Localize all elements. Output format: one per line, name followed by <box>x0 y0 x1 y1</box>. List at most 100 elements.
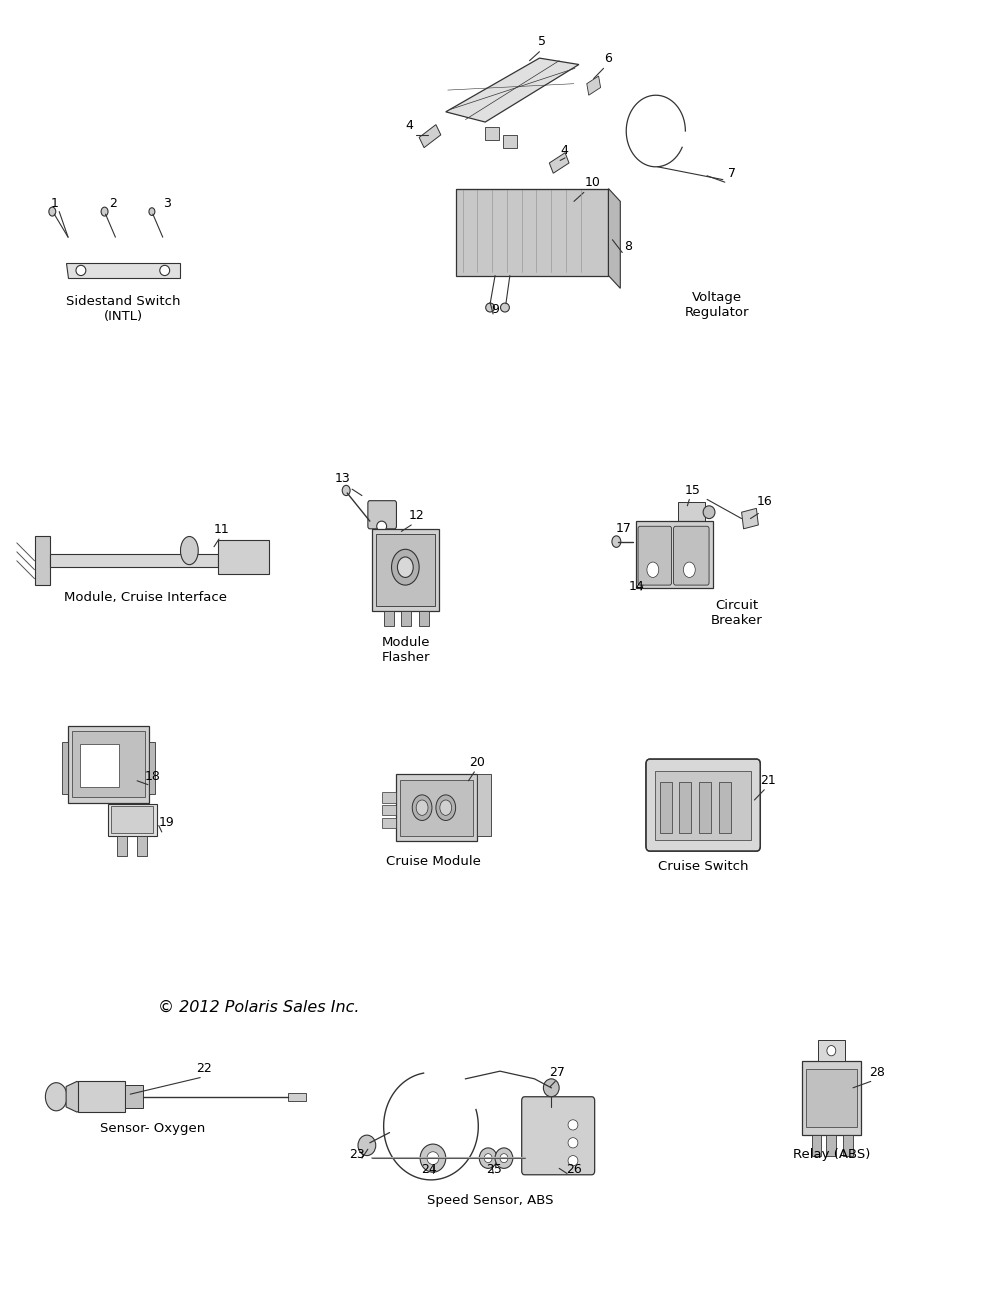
Text: 1: 1 <box>50 198 58 211</box>
FancyBboxPatch shape <box>678 502 705 525</box>
FancyBboxPatch shape <box>372 529 439 610</box>
FancyBboxPatch shape <box>419 610 429 626</box>
Ellipse shape <box>377 521 387 531</box>
Polygon shape <box>419 124 441 147</box>
FancyBboxPatch shape <box>679 782 691 833</box>
FancyBboxPatch shape <box>802 1062 861 1135</box>
Text: 19: 19 <box>159 816 175 829</box>
Text: 11: 11 <box>214 524 230 537</box>
Text: © 2012 Polaris Sales Inc.: © 2012 Polaris Sales Inc. <box>158 999 359 1015</box>
Text: 20: 20 <box>469 756 485 769</box>
Polygon shape <box>549 153 569 173</box>
Text: Voltage
Regulator: Voltage Regulator <box>685 291 749 319</box>
Ellipse shape <box>420 1144 446 1173</box>
Ellipse shape <box>568 1120 578 1130</box>
Ellipse shape <box>76 265 86 275</box>
Text: Sensor- Oxygen: Sensor- Oxygen <box>100 1122 206 1135</box>
Text: 23: 23 <box>349 1148 365 1161</box>
Text: 5: 5 <box>538 35 546 48</box>
Ellipse shape <box>495 1148 513 1169</box>
FancyBboxPatch shape <box>806 1068 857 1127</box>
FancyBboxPatch shape <box>812 1135 821 1156</box>
Text: 26: 26 <box>566 1162 582 1177</box>
Ellipse shape <box>683 562 695 578</box>
Ellipse shape <box>342 485 350 495</box>
Ellipse shape <box>49 207 56 216</box>
FancyBboxPatch shape <box>108 804 157 835</box>
Ellipse shape <box>149 208 155 216</box>
Polygon shape <box>66 1081 88 1112</box>
FancyBboxPatch shape <box>288 1093 306 1100</box>
Text: Module, Cruise Interface: Module, Cruise Interface <box>64 591 227 605</box>
Polygon shape <box>559 194 574 212</box>
Ellipse shape <box>827 1046 836 1056</box>
FancyBboxPatch shape <box>396 775 477 840</box>
FancyBboxPatch shape <box>80 743 119 787</box>
Text: 21: 21 <box>760 775 776 787</box>
Ellipse shape <box>101 207 108 216</box>
Text: 7: 7 <box>728 167 736 180</box>
FancyBboxPatch shape <box>50 555 218 568</box>
Polygon shape <box>608 189 620 288</box>
Text: 4: 4 <box>405 119 413 132</box>
Ellipse shape <box>500 1153 508 1162</box>
Ellipse shape <box>397 557 413 578</box>
FancyBboxPatch shape <box>382 818 396 828</box>
FancyBboxPatch shape <box>674 526 709 586</box>
FancyBboxPatch shape <box>660 782 672 833</box>
FancyBboxPatch shape <box>376 534 435 605</box>
Text: 14: 14 <box>628 579 644 592</box>
Text: 3: 3 <box>163 198 171 211</box>
Text: 25: 25 <box>486 1162 502 1177</box>
FancyBboxPatch shape <box>638 526 672 586</box>
Text: 8: 8 <box>624 239 632 252</box>
Ellipse shape <box>486 303 495 312</box>
FancyBboxPatch shape <box>117 835 127 856</box>
FancyBboxPatch shape <box>78 1081 125 1112</box>
Text: 4: 4 <box>560 144 568 156</box>
Text: 12: 12 <box>408 509 424 522</box>
Text: Cruise Switch: Cruise Switch <box>658 860 748 873</box>
Text: Circuit
Breaker: Circuit Breaker <box>711 599 763 627</box>
Ellipse shape <box>647 562 659 578</box>
Ellipse shape <box>45 1082 67 1111</box>
Polygon shape <box>485 127 499 140</box>
FancyBboxPatch shape <box>68 725 149 803</box>
Polygon shape <box>587 76 601 96</box>
Text: 28: 28 <box>869 1065 885 1078</box>
FancyBboxPatch shape <box>522 1096 595 1175</box>
Ellipse shape <box>612 535 621 547</box>
FancyBboxPatch shape <box>655 771 751 839</box>
Text: 10: 10 <box>585 176 601 189</box>
Ellipse shape <box>436 795 456 821</box>
FancyBboxPatch shape <box>636 521 713 587</box>
FancyBboxPatch shape <box>818 1041 845 1062</box>
Ellipse shape <box>440 800 452 816</box>
Text: 13: 13 <box>334 472 350 485</box>
FancyBboxPatch shape <box>719 782 731 833</box>
Polygon shape <box>66 262 180 278</box>
Ellipse shape <box>500 303 509 312</box>
FancyBboxPatch shape <box>699 782 711 833</box>
FancyBboxPatch shape <box>149 742 155 794</box>
Ellipse shape <box>160 265 170 275</box>
FancyBboxPatch shape <box>111 807 153 833</box>
FancyBboxPatch shape <box>125 1085 143 1108</box>
Ellipse shape <box>703 506 715 518</box>
Ellipse shape <box>416 800 428 816</box>
Polygon shape <box>503 134 517 147</box>
Text: 18: 18 <box>145 771 161 784</box>
Text: 27: 27 <box>549 1065 565 1078</box>
Ellipse shape <box>180 537 198 565</box>
Ellipse shape <box>358 1135 376 1156</box>
Text: Relay (ABS): Relay (ABS) <box>793 1148 870 1161</box>
FancyBboxPatch shape <box>477 775 491 835</box>
Text: Speed Sensor, ABS: Speed Sensor, ABS <box>427 1193 553 1206</box>
Ellipse shape <box>484 1153 492 1162</box>
Text: 2: 2 <box>110 198 117 211</box>
Text: 6: 6 <box>605 52 612 65</box>
FancyBboxPatch shape <box>35 537 50 586</box>
FancyBboxPatch shape <box>72 731 145 798</box>
Text: 17: 17 <box>615 522 631 535</box>
FancyBboxPatch shape <box>368 500 396 529</box>
